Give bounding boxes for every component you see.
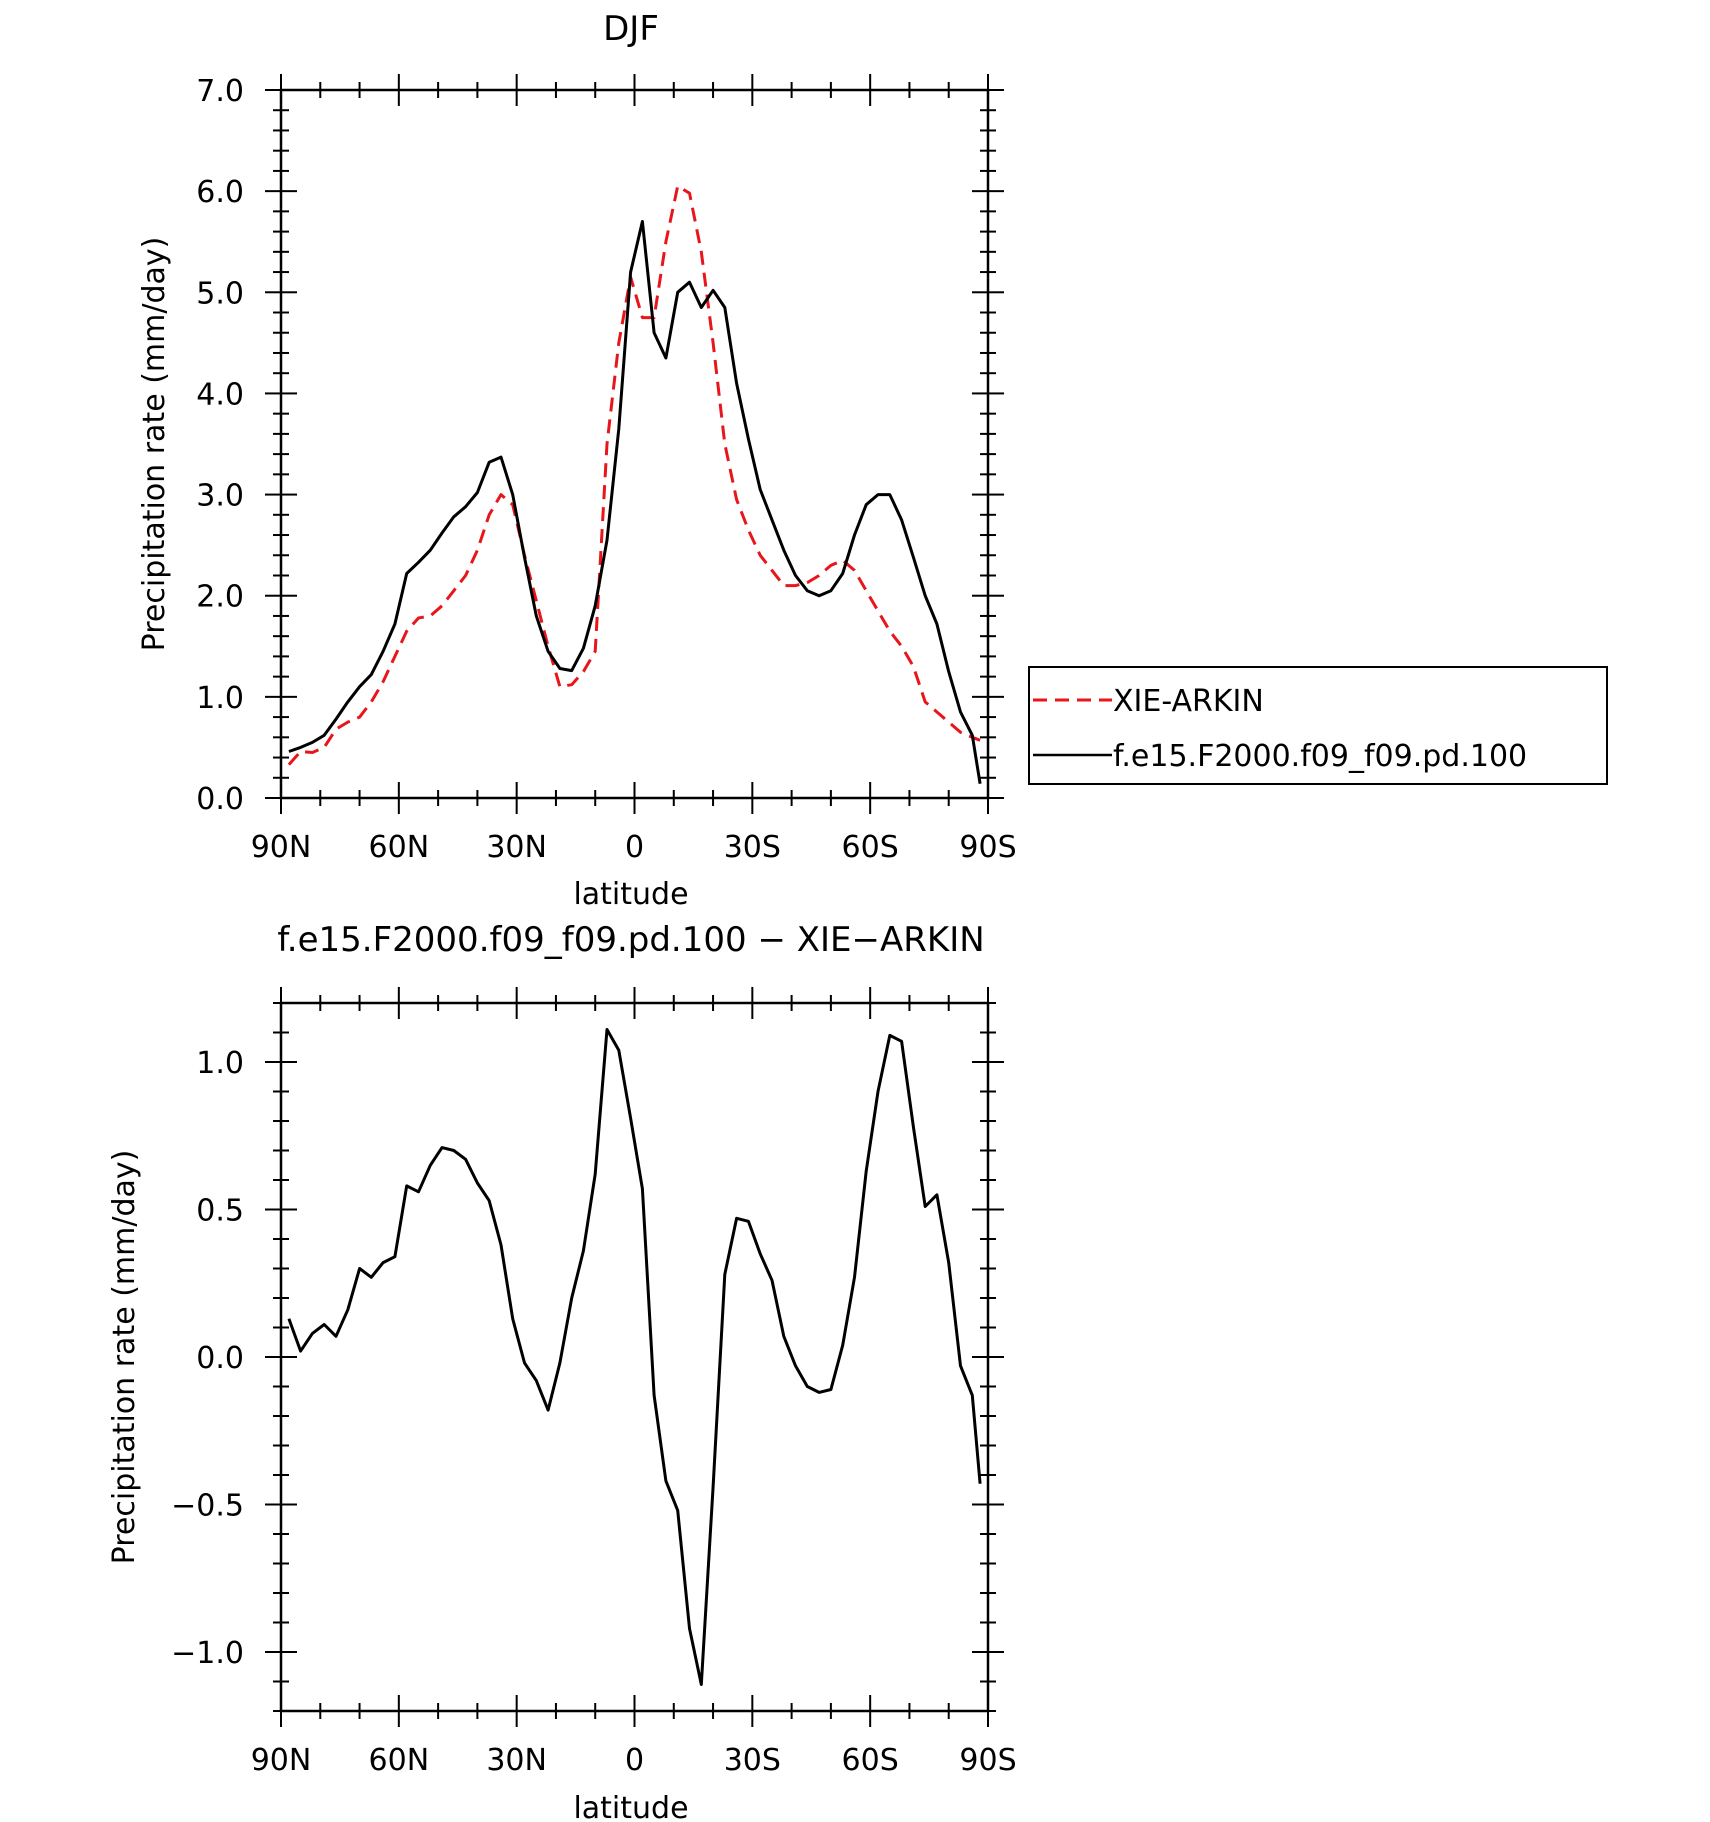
legend-label-model: f.e15.F2000.f09_f09.pd.100 bbox=[1113, 739, 1527, 774]
top-chart-title: DJF bbox=[603, 9, 659, 49]
x-tick-label: 30S bbox=[724, 1743, 781, 1778]
x-tick-label: 60N bbox=[369, 1743, 430, 1778]
x-tick-label: 30N bbox=[486, 830, 547, 865]
series-line-xie-arkin bbox=[287, 184, 981, 766]
y-tick-label: −0.5 bbox=[171, 1489, 244, 1524]
bottom-chart-title: f.e15.F2000.f09_f09.pd.100 − XIE−ARKIN bbox=[277, 920, 984, 960]
y-tick-label: 1.0 bbox=[196, 681, 244, 716]
y-tick-label: 1.0 bbox=[196, 1046, 244, 1081]
top-chart-frame bbox=[279, 88, 990, 800]
top-chart-series bbox=[287, 184, 982, 785]
x-tick-label: 0 bbox=[625, 830, 644, 865]
y-tick-label: 5.0 bbox=[196, 276, 244, 311]
x-tick-label: 90S bbox=[959, 1743, 1016, 1778]
bottom-chart-ticks: 90N 60N 30N 0 30S 60S 90S −1.0 −0.5 0.0 0.5 1.0 bbox=[171, 987, 1017, 1778]
top-chart-ylabel: Precipitation rate (mm/day) bbox=[137, 237, 172, 652]
x-tick-label: 60S bbox=[842, 830, 899, 865]
legend-box bbox=[1028, 666, 1608, 785]
bottom-chart-frame bbox=[279, 1001, 990, 1713]
x-tick-label: 90S bbox=[959, 830, 1016, 865]
y-tick-label: 0.5 bbox=[196, 1194, 244, 1229]
y-tick-label: 2.0 bbox=[196, 580, 244, 615]
legend-label-xie-arkin: XIE-ARKIN bbox=[1113, 684, 1264, 719]
y-tick-label: 6.0 bbox=[196, 175, 244, 210]
y-tick-label: 4.0 bbox=[196, 377, 244, 412]
y-tick-label: 0.0 bbox=[196, 782, 244, 817]
top-chart: DJF 90N 60N 30N 0 30S 60S 90S 0.0 1.0 2.0 3.0 4.0 5.… bbox=[137, 9, 1608, 912]
y-tick-label: −1.0 bbox=[171, 1636, 244, 1671]
series-line-difference bbox=[287, 1028, 982, 1686]
top-chart-ticks: 90N 60N 30N 0 30S 60S 90S 0.0 1.0 2.0 3.0 4.0 5.0 6.0… bbox=[196, 74, 1017, 865]
x-tick-label: 60N bbox=[369, 830, 430, 865]
y-tick-label: 7.0 bbox=[196, 74, 244, 109]
bottom-chart-series bbox=[287, 1028, 982, 1686]
x-tick-label: 90N bbox=[251, 830, 312, 865]
top-chart-legend: XIE-ARKIN f.e15.F2000.f09_f09.pd.100 bbox=[1028, 666, 1608, 785]
bottom-chart-xlabel: latitude bbox=[573, 1791, 688, 1822]
x-tick-label: 60S bbox=[842, 1743, 899, 1778]
y-tick-label: 3.0 bbox=[196, 479, 244, 514]
x-tick-label: 90N bbox=[251, 1743, 312, 1778]
top-chart-xlabel: latitude bbox=[573, 877, 688, 912]
y-tick-label: 0.0 bbox=[196, 1341, 244, 1376]
x-tick-label: 30N bbox=[486, 1743, 547, 1778]
x-tick-label: 0 bbox=[625, 1743, 644, 1778]
bottom-chart: f.e15.F2000.f09_f09.pd.100 − XIE−ARKIN 9… bbox=[107, 920, 1017, 1822]
x-tick-label: 30S bbox=[724, 830, 781, 865]
bottom-chart-ylabel: Precipitation rate (mm/day) bbox=[107, 1150, 142, 1565]
series-line-f-e15-f2000-f09-f09-pd-100 bbox=[288, 220, 982, 785]
